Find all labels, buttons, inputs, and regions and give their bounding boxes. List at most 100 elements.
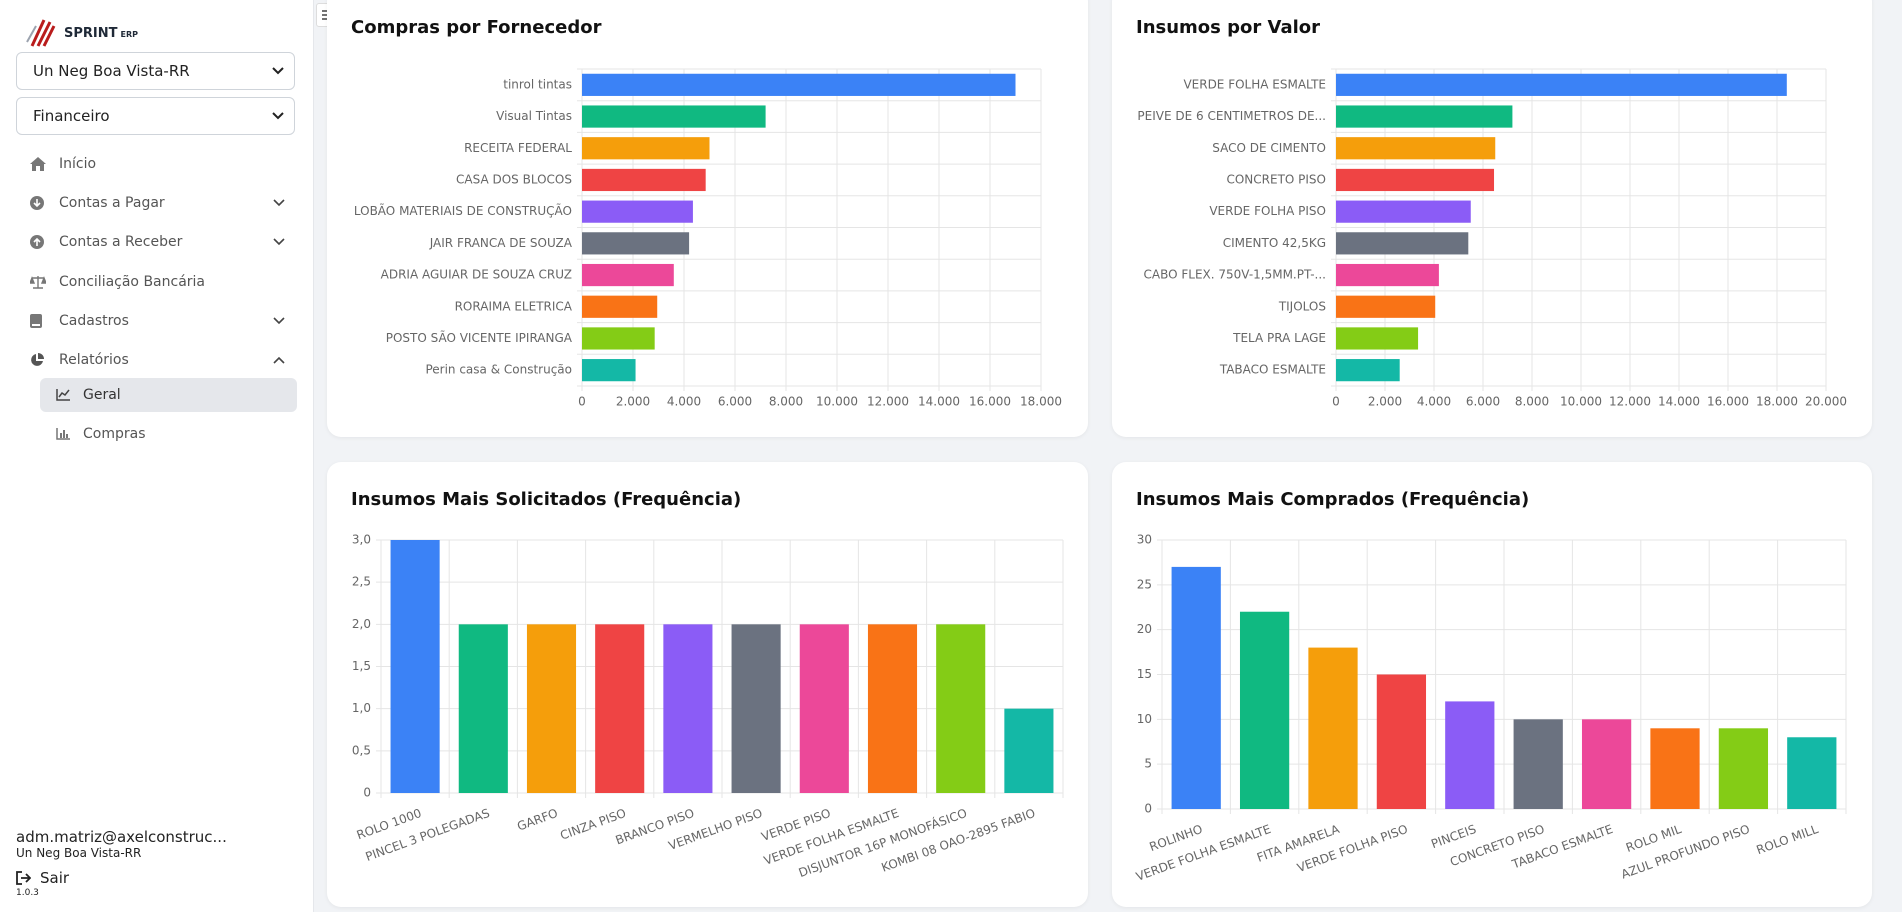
x-tick-label: 0	[578, 395, 586, 409]
logo: SPRINT ERP	[64, 26, 138, 41]
y-tick-label: 15	[1137, 667, 1152, 681]
x-tick-label: 12.000	[1609, 395, 1651, 409]
y-tick-label: 5	[1144, 757, 1152, 771]
chart-card: Compras por Fornecedor 0 2.000 4.000 6.000 8.…	[327, 0, 1088, 437]
sidebar: SPRINT ERP Un Neg Boa Vista-RR Financeiro…	[0, 0, 314, 912]
bar	[390, 540, 440, 793]
bar	[582, 137, 710, 160]
bar	[595, 624, 645, 793]
bar	[582, 200, 693, 223]
x-tick-label: 2.000	[616, 395, 650, 409]
bar	[1004, 708, 1054, 793]
menu-item[interactable]: Contas a Pagar	[30, 189, 295, 217]
submenu-label: Geral	[83, 387, 121, 403]
y-tick-label: CIMENTO 42,5KG	[1223, 236, 1326, 250]
chart-card: Insumos Mais Solicitados (Frequência) 0 0,…	[327, 462, 1088, 907]
submenu-item[interactable]: Geral	[40, 378, 297, 412]
y-tick-label: 1,5	[352, 659, 371, 673]
chart-card: Insumos Mais Comprados (Frequência) 0 5 10 1…	[1112, 462, 1872, 907]
bar	[799, 624, 849, 793]
x-tick-label: PINCEL 3 POLEGADAS	[364, 806, 492, 864]
x-tick-label: 18.000	[1020, 395, 1062, 409]
bar	[582, 327, 655, 350]
x-tick-label: 18.000	[1756, 395, 1798, 409]
bar	[663, 624, 713, 793]
bar	[582, 73, 1016, 96]
bar	[1336, 327, 1419, 350]
menu-item[interactable]: Conciliação Bancária	[30, 268, 295, 296]
y-tick-label: CASA DOS BLOCOS	[456, 172, 572, 186]
bar	[1336, 359, 1400, 382]
menu-item[interactable]: Cadastros	[30, 307, 295, 335]
select-text: Un Neg Boa Vista-RR	[33, 62, 190, 80]
submenu-label: Compras	[83, 426, 146, 442]
y-tick-label: TABACO ESMALTE	[1219, 363, 1326, 377]
bar	[1239, 611, 1290, 809]
x-tick-label: 10.000	[1560, 395, 1602, 409]
y-tick-label: VERDE FOLHA PISO	[1209, 204, 1326, 218]
select-text: Financeiro	[33, 107, 110, 125]
x-tick-label: AZUL PROFUNDO PISO	[1619, 822, 1751, 882]
x-tick-label: 14.000	[918, 395, 960, 409]
x-tick-label: 20.000	[1805, 395, 1847, 409]
bar	[1336, 295, 1436, 318]
bar	[1787, 737, 1837, 809]
menu-item[interactable]: Contas a Receber	[30, 228, 295, 256]
y-tick-label: 20	[1137, 622, 1152, 636]
bar	[1336, 168, 1495, 192]
unit-select[interactable]: Un Neg Boa Vista-RR	[16, 52, 295, 90]
bar	[1581, 719, 1632, 809]
user-unit: Un Neg Boa Vista-RR	[16, 846, 142, 860]
y-tick-label: Visual Tintas	[496, 109, 572, 123]
chart-title: Insumos por Valor	[1136, 17, 1320, 38]
y-tick-label: 30	[1137, 533, 1152, 547]
x-tick-label: 6.000	[718, 395, 752, 409]
y-tick-label: 1,0	[352, 701, 371, 715]
y-tick-label: 0	[363, 786, 371, 800]
bar	[1308, 647, 1358, 809]
bar	[1513, 719, 1563, 809]
bar	[1718, 728, 1769, 809]
bar	[1376, 674, 1427, 809]
logo-icon	[26, 19, 56, 47]
module-select[interactable]: Financeiro	[16, 97, 295, 135]
menu-item[interactable]: Relatórios	[30, 346, 295, 374]
logo-name: SPRINT	[64, 26, 118, 41]
chart: Insumos Mais Comprados (Frequência) 0 5 10 1…	[1134, 489, 1847, 884]
y-tick-label: 0,5	[352, 743, 371, 757]
y-tick-label: JAIR FRANCA DE SOUZA	[429, 236, 573, 250]
bar	[1650, 728, 1700, 809]
bar	[731, 624, 781, 793]
bar	[1336, 200, 1471, 223]
menu-label: Conciliação Bancária	[59, 274, 206, 290]
chart-card: Insumos por Valor 0 2.000 4.000 6.000 8.000 10…	[1112, 0, 1872, 437]
x-tick-label: 16.000	[1707, 395, 1749, 409]
chart: Insumos Mais Solicitados (Frequência) 0 0,…	[351, 489, 1064, 880]
submenu-item[interactable]: Compras	[40, 417, 297, 451]
bar	[582, 263, 674, 287]
y-tick-label: PEIVE DE 6 CENTIMETROS DE...	[1137, 109, 1326, 123]
y-tick-label: 2,5	[352, 575, 371, 589]
y-tick-label: CABO FLEX. 750V-1,5MM.PT-...	[1144, 268, 1326, 282]
bar	[582, 359, 636, 382]
x-tick-label: 4.000	[1417, 395, 1451, 409]
user-email: adm.matriz@axelconstruc...	[16, 828, 227, 846]
logo-suffix: ERP	[120, 30, 139, 39]
bar	[582, 232, 690, 255]
bar	[1171, 566, 1221, 809]
menu-label: Contas a Pagar	[59, 195, 165, 211]
bar	[1336, 137, 1496, 160]
y-tick-label: CONCRETO PISO	[1226, 172, 1326, 186]
y-tick-label: 2,0	[352, 617, 371, 631]
y-tick-label: TIJOLOS	[1278, 299, 1326, 313]
x-tick-label: 0	[1332, 395, 1340, 409]
x-tick-label: 10.000	[816, 395, 858, 409]
menu-item[interactable]: Início	[30, 150, 295, 178]
logout[interactable]: Sair	[40, 869, 70, 887]
y-tick-label: Perin casa & Construção	[425, 363, 572, 377]
menu-label: Contas a Receber	[59, 234, 183, 250]
chart: Compras por Fornecedor 0 2.000 4.000 6.000 8.…	[351, 17, 1062, 409]
bar	[1445, 701, 1495, 809]
